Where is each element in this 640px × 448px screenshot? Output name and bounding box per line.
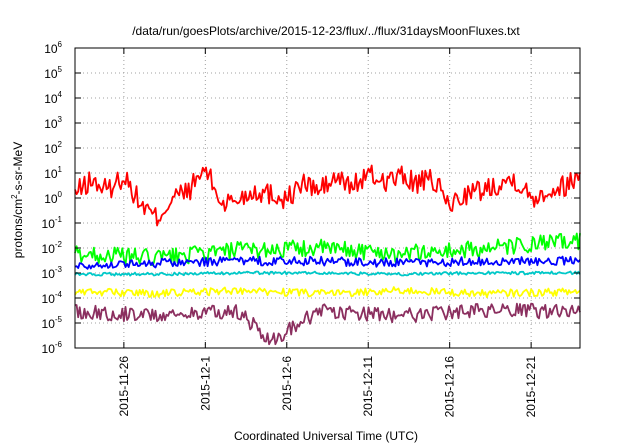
grid [75,48,580,348]
y-tick-base: 10 [42,242,56,256]
y-tick-exponent: 6 [58,40,63,49]
y-tick-exponent: -3 [55,265,63,274]
y-tick-label: 10-1 [42,215,63,231]
y-tick-label: 105 [44,65,62,81]
y-tick-label: 10-4 [42,290,63,306]
series-layer [74,164,581,346]
y-axis-title-base: protons/cm [11,199,25,258]
y-tick-base: 10 [44,117,58,131]
x-tick-label: 2015-12-21 [524,356,538,418]
y-tick-label: 103 [44,115,62,131]
y-tick-label: 10-6 [42,340,63,356]
y-tick-exponent: -5 [55,315,63,324]
y-tick-label: 10-3 [42,265,63,281]
y-axis-title-sup: 2 [10,194,19,199]
series-line-4 [74,270,581,277]
x-tick-label: 2015-12-11 [361,356,375,417]
series-line-5 [74,286,581,299]
y-tick-exponent: -4 [55,290,63,299]
y-tick-base: 10 [42,342,56,356]
y-tick-base: 10 [42,292,56,306]
series-line-2 [74,232,581,267]
y-tick-label: 10-2 [42,240,63,256]
y-tick-base: 10 [44,92,58,106]
y-tick-label: 100 [44,190,62,206]
x-tick-label: 2015-11-26 [117,356,131,417]
y-tick-base: 10 [44,67,58,81]
y-axis-title-rest: -s-sr-MeV [11,142,25,195]
chart-title: /data/run/goesPlots/archive/2015-12-23/f… [132,24,520,38]
y-tick-label: 101 [44,165,62,181]
y-axis-title: protons/cm2-s-sr-MeV [10,142,25,258]
y-tick-exponent: 1 [58,165,63,174]
y-tick-exponent: 2 [58,140,63,149]
y-tick-exponent: 5 [58,65,63,74]
y-tick-exponent: -6 [55,340,63,349]
series-line-3 [74,255,581,270]
y-tick-base: 10 [44,42,58,56]
series-line-1 [74,164,581,227]
y-tick-base: 10 [42,217,56,231]
x-tick-label: 2015-12-1 [198,356,212,411]
y-tick-exponent: 0 [58,190,63,199]
y-tick-base: 10 [44,192,58,206]
y-tick-label: 102 [44,140,62,156]
y-tick-label: 106 [44,40,62,56]
y-tick-base: 10 [42,317,56,331]
y-tick-exponent: -1 [55,215,63,224]
y-tick-label: 104 [44,90,62,106]
y-tick-base: 10 [44,167,58,181]
y-tick-exponent: -2 [55,240,63,249]
y-tick-exponent: 3 [58,115,63,124]
y-axis: 10-610-510-410-310-210-11001011021031041… [42,40,580,356]
x-axis: 2015-11-26 2015-12-1 2015-12-6 2015-12-11 20… [117,48,538,417]
x-tick-label: 2015-12-16 [443,356,457,418]
y-tick-label: 10-5 [42,315,63,331]
x-tick-label: 2015-12-6 [280,356,294,411]
y-tick-exponent: 4 [58,90,63,99]
x-axis-title: Coordinated Universal Time (UTC) [234,429,418,443]
y-tick-base: 10 [44,142,58,156]
y-tick-base: 10 [42,267,56,281]
series-line-6 [75,302,581,346]
